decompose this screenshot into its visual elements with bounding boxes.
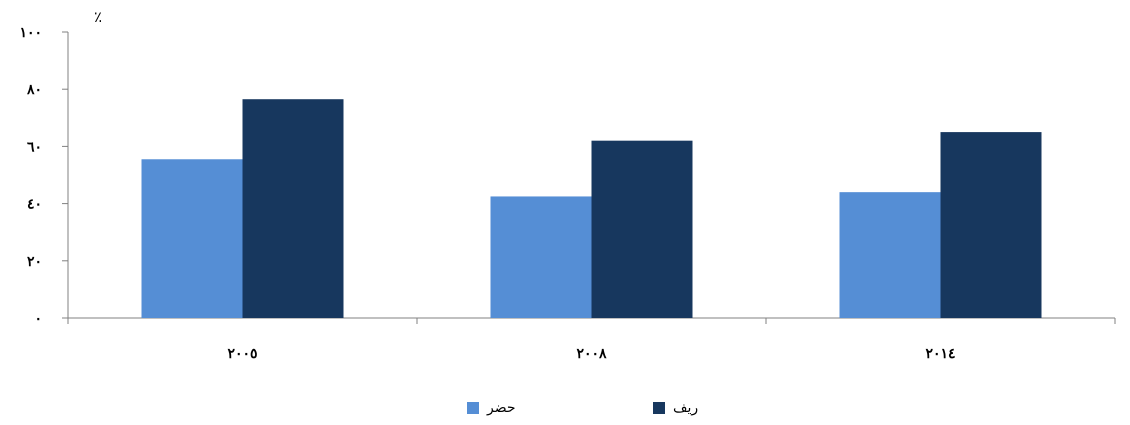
- x-tick-label: ٢٠٠٥: [227, 346, 257, 362]
- y-tick-label: ٢٠: [27, 254, 42, 270]
- bar-urban-1: [490, 196, 592, 318]
- y-tick-label: ١٠٠: [19, 25, 42, 41]
- y-unit-label: ٪: [94, 8, 102, 26]
- bar-rural-2: [940, 132, 1042, 318]
- x-tick-label: ٢٠١٤: [925, 346, 955, 362]
- y-tick-label: ٤٠: [27, 197, 42, 213]
- y-tick-label: ٨٠: [26, 82, 42, 98]
- bar-urban-0: [141, 159, 243, 318]
- legend-label-1: ريف: [673, 400, 698, 416]
- legend-swatch-1: [653, 402, 665, 414]
- bar-rural-1: [591, 140, 693, 318]
- y-tick-label: ٦٠: [27, 139, 42, 155]
- bars: [141, 99, 1042, 319]
- bar-urban-2: [839, 192, 941, 318]
- legend-label-0: حضر: [486, 400, 516, 416]
- bar-rural-0: [242, 99, 344, 319]
- legend: حضر ريف: [467, 400, 698, 416]
- legend-swatch-0: [467, 402, 479, 414]
- x-tick-label: ٢٠٠٨: [576, 346, 607, 362]
- y-tick-label: ٠: [34, 311, 42, 327]
